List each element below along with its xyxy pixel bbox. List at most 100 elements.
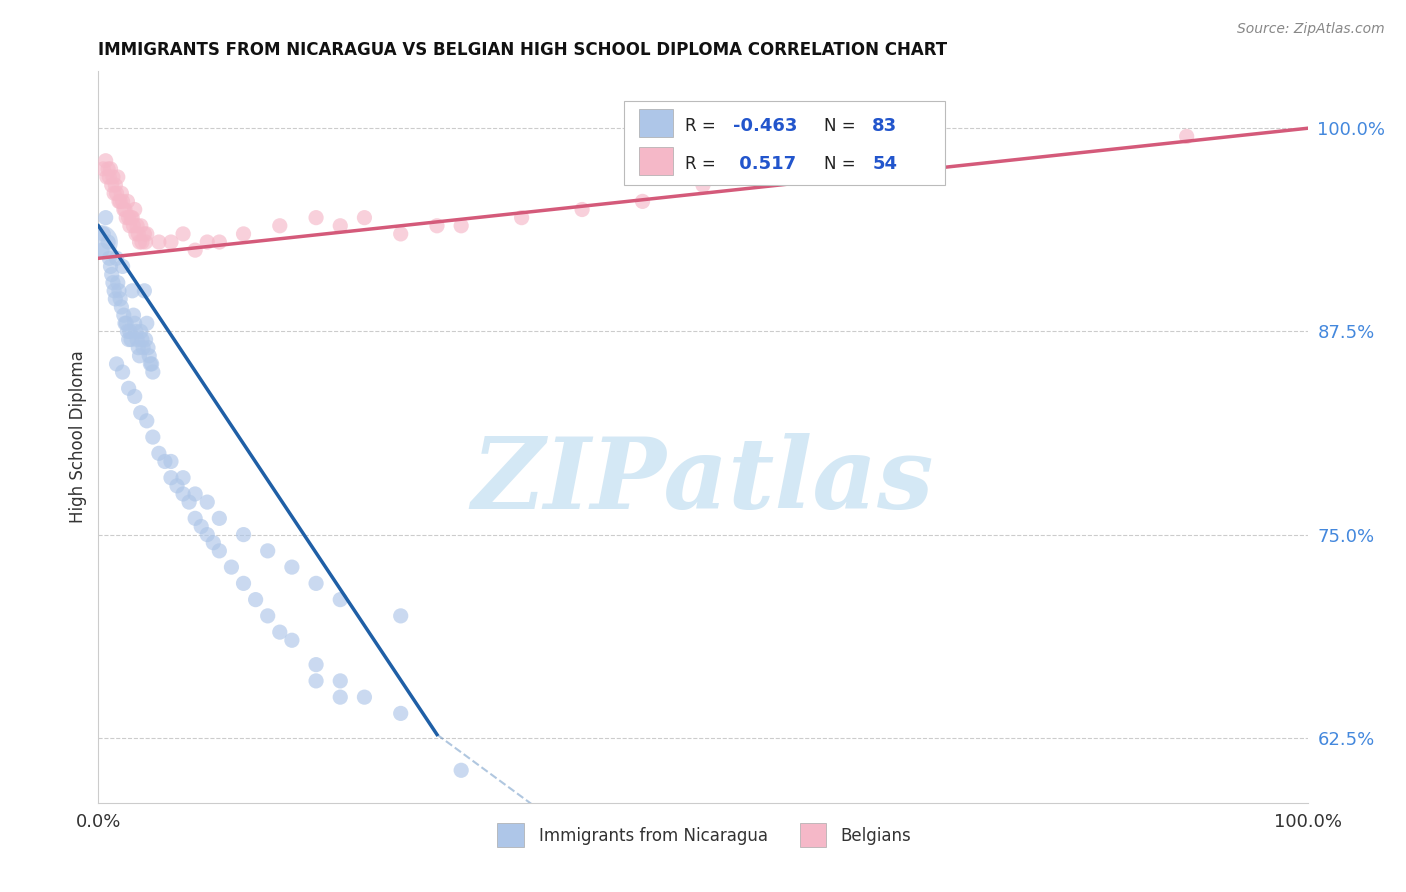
Point [353,690,375,705]
Point [90,235,112,249]
Point [134,227,156,241]
Point [135,235,157,249]
Point [160,235,183,249]
Text: N =: N = [824,154,860,172]
Point [96,169,118,184]
Point [118,211,141,225]
Point [107,169,129,184]
Point [118,325,141,339]
FancyBboxPatch shape [624,101,945,185]
Point [135,316,157,330]
Point [269,625,291,640]
Point [172,227,194,241]
Point [172,471,194,485]
Point [172,487,194,501]
Point [305,657,328,672]
Point [329,690,352,705]
Point [112,308,135,322]
Point [108,194,131,209]
Point [184,487,207,501]
Point [117,194,139,209]
Text: 0.517: 0.517 [734,154,796,172]
Point [129,406,152,420]
Point [510,211,533,225]
Point [100,178,122,193]
Point [353,211,375,225]
Point [195,235,218,249]
Point [105,252,128,266]
Text: R =: R = [685,154,721,172]
Point [426,219,449,233]
Point [112,202,135,217]
Point [389,608,412,623]
Text: 54: 54 [872,154,897,172]
Point [135,414,157,428]
Point [94,153,117,168]
Point [232,576,254,591]
Point [120,333,142,347]
Point [329,673,352,688]
Point [208,511,231,525]
FancyBboxPatch shape [638,109,673,136]
Point [127,219,149,233]
Point [104,292,127,306]
Point [329,592,352,607]
Point [127,333,149,347]
Point [124,316,146,330]
Text: IMMIGRANTS FROM NICARAGUA VS BELGIAN HIGH SCHOOL DIPLOMA CORRELATION CHART: IMMIGRANTS FROM NICARAGUA VS BELGIAN HIG… [98,41,948,59]
Point [117,325,139,339]
FancyBboxPatch shape [638,147,673,175]
Point [127,341,149,355]
Point [98,169,121,184]
Point [104,178,127,193]
Point [105,186,128,201]
Point [135,333,157,347]
Point [110,186,132,201]
Point [305,576,328,591]
Point [98,252,121,266]
Point [91,243,114,257]
Point [97,161,120,176]
Point [450,764,472,778]
Point [195,527,218,541]
Point [128,349,150,363]
FancyBboxPatch shape [800,823,827,847]
Point [128,235,150,249]
Point [101,169,124,184]
Point [232,227,254,241]
Point [389,706,412,721]
Point [121,284,143,298]
Point [141,357,163,371]
Point [124,389,146,403]
Point [124,202,146,217]
Point [179,495,201,509]
Point [138,349,160,363]
Point [115,211,138,225]
Point [108,292,131,306]
Point [148,446,170,460]
Point [256,544,278,558]
Point [129,325,152,339]
Point [131,235,153,249]
Point [1175,129,1198,144]
Point [114,316,136,330]
Point [202,535,225,549]
Point [121,211,143,225]
Point [103,186,125,201]
Point [221,560,243,574]
Point [91,161,114,176]
FancyBboxPatch shape [498,823,524,847]
Point [91,227,114,241]
Point [136,341,159,355]
Text: Immigrants from Nicaragua: Immigrants from Nicaragua [538,827,768,845]
Point [269,219,291,233]
Text: ZIPatlas: ZIPatlas [472,433,934,529]
Point [208,235,231,249]
Point [118,219,141,233]
Point [184,243,207,257]
Y-axis label: High School Diploma: High School Diploma [69,351,87,524]
Point [305,673,328,688]
Point [139,357,162,371]
Point [190,519,212,533]
Point [281,560,304,574]
